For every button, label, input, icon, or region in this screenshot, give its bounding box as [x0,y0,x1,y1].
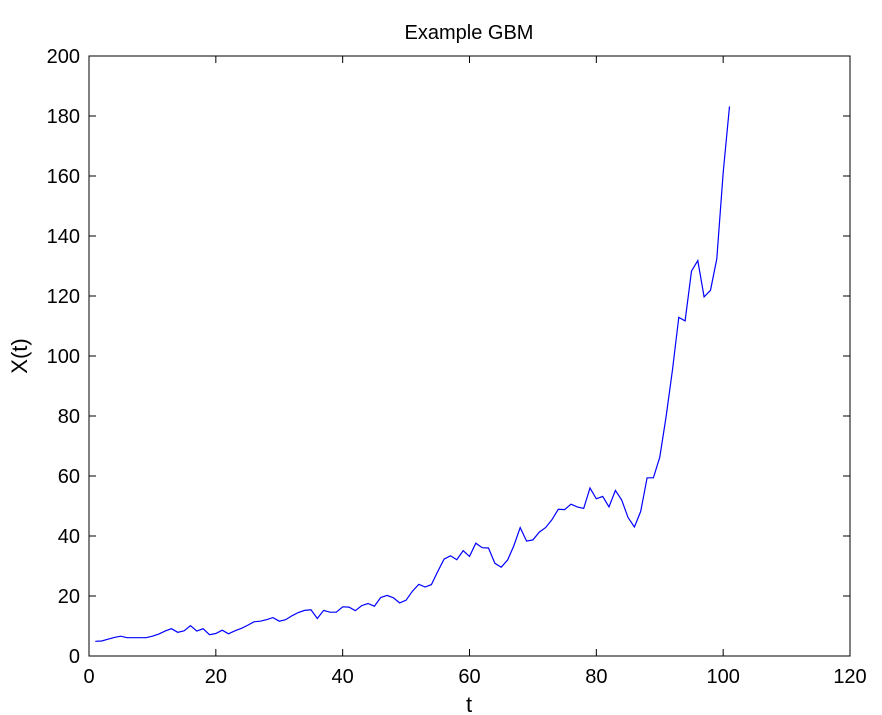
y-tick-label: 160 [47,166,80,188]
y-tick-label: 0 [69,646,80,668]
y-tick-label: 80 [58,406,80,428]
y-tick-label: 180 [47,106,80,128]
y-tick-label: 100 [47,346,80,368]
x-tick-label: 100 [706,666,739,688]
y-tick-label: 140 [47,226,80,248]
chart-title: Example GBM [405,22,534,44]
x-tick-label: 0 [83,666,94,688]
x-axis-label: t [466,692,472,715]
y-tick-label: 60 [58,466,80,488]
x-tick-label: 20 [205,666,227,688]
plot-area [88,55,851,657]
series-line [95,106,731,642]
y-axis: 0 20 40 60 80 100 120 140 160 180 200 [47,46,850,668]
x-tick-label: 120 [833,666,866,688]
y-tick-label: 120 [47,286,80,308]
y-axis-label: X(t) [7,338,32,373]
x-axis: 0 20 40 60 80 100 120 [83,56,867,688]
x-tick-label: 80 [585,666,607,688]
y-tick-label: 200 [47,46,80,68]
x-tick-label: 60 [458,666,480,688]
y-tick-label: 20 [58,586,80,608]
x-tick-label: 40 [332,666,354,688]
y-tick-label: 40 [58,526,80,548]
